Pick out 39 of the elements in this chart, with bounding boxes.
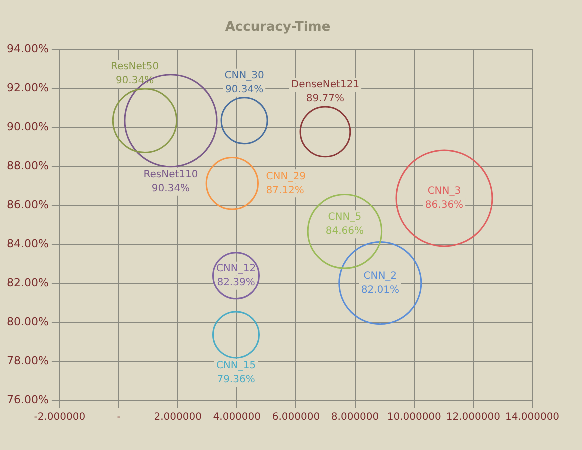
data-label: 90.34% [225, 84, 264, 96]
x-tick-label: 10.000000 [387, 412, 442, 424]
text: CNN_3 [428, 186, 462, 198]
data-label: 86.36% [425, 200, 464, 212]
x-tick-label: 8.000000 [331, 412, 380, 424]
y-tick-label: 88.00% [6, 159, 49, 172]
y-tick-label: 92.00% [6, 81, 49, 94]
x-tick-label: 6.000000 [272, 412, 320, 424]
data-label: 84.66% [326, 226, 364, 238]
text: CNN_2 [364, 270, 398, 282]
y-tick-label: 80.00% [6, 315, 49, 328]
x-tick-label: 12.000000 [446, 412, 500, 424]
y-tick-label: 94.00% [6, 42, 49, 56]
data-label: 82.01% [361, 284, 400, 296]
series-label: ResNet110 [144, 170, 198, 181]
x-tick-label: 2.000000 [154, 412, 202, 424]
series-label: CNN_29 [266, 171, 306, 182]
data-label: 90.34% [152, 184, 190, 195]
x-tick-label: - [117, 412, 122, 424]
data-label: 82.39% [217, 277, 256, 288]
data-label: 79.36% [217, 374, 256, 386]
y-tick-label: 82.00% [6, 276, 49, 290]
data-label: 89.77% [306, 94, 345, 105]
y-tick-label: 86.00% [6, 198, 49, 212]
x-tick-label: 4.000000 [213, 412, 262, 424]
x-tick-label: -2.000000 [34, 412, 86, 424]
data-label: 87.12% [266, 185, 304, 196]
series-label: ResNet50 [110, 62, 160, 73]
text: CNN_30 [224, 70, 264, 82]
y-tick-label: 90.00% [6, 120, 49, 134]
y-tick-label: 84.00% [6, 237, 49, 250]
series-label: CNN_5 [328, 212, 362, 224]
text: DenseNet121 [291, 80, 360, 91]
y-tick-label: 78.00% [6, 354, 49, 368]
series-label: CNN_15 [216, 360, 256, 372]
x-tick-label: 14.000000 [505, 412, 560, 424]
chart-title: Accuracy-Time [225, 20, 331, 36]
y-tick-label: 76.00% [6, 393, 49, 406]
series-label: CNN_12 [216, 263, 256, 274]
